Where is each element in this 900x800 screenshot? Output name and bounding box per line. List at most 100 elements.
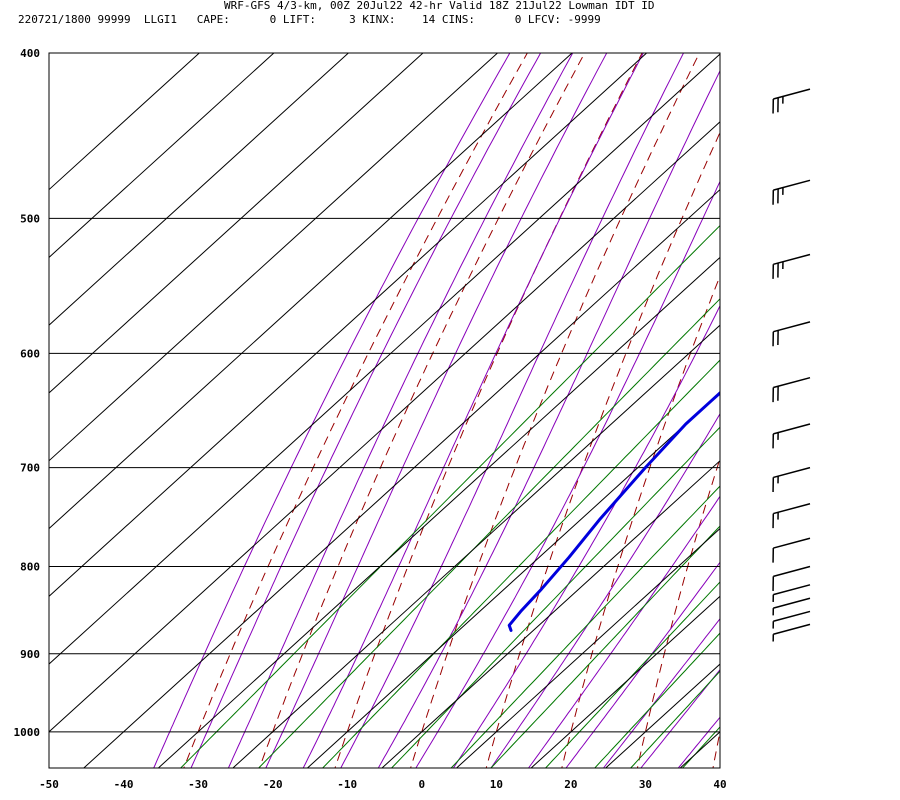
dry-adiabat — [636, 456, 720, 768]
wind-barbs — [772, 88, 811, 642]
moist-adiabat — [377, 69, 720, 768]
isotherm — [49, 53, 648, 597]
y-tick-label: 1000 — [14, 726, 41, 739]
moist-adiabat — [153, 53, 511, 768]
x-tick-label: 40 — [713, 778, 726, 791]
x-tick-label: -20 — [263, 778, 283, 791]
wind-barb — [772, 584, 811, 602]
wind-barb — [772, 376, 811, 403]
isotherm — [49, 53, 720, 665]
barb-staff — [773, 423, 811, 435]
isotherm — [530, 595, 720, 768]
plot-frame — [48, 52, 721, 769]
x-tick-label: 20 — [564, 778, 577, 791]
barb-staff — [773, 584, 811, 596]
isotherm — [49, 53, 573, 530]
wind-barb — [772, 503, 811, 529]
mixing-ratio-line — [681, 726, 720, 768]
y-tick-label: 800 — [20, 561, 40, 574]
moist-adiabat — [677, 716, 720, 768]
barb-staff — [773, 466, 811, 479]
barb-staff — [773, 321, 811, 333]
moist-adiabat — [490, 412, 720, 768]
moist-adiabat — [227, 53, 574, 768]
y-tick-label: 600 — [20, 347, 40, 360]
dry-adiabat — [863, 44, 900, 775]
mixing-ratio-line — [322, 359, 720, 768]
isotherm — [381, 460, 720, 768]
background-lines — [49, 44, 900, 775]
dry-adiabat — [410, 53, 701, 768]
mixing-ratio-line — [257, 298, 720, 768]
isotherm — [157, 256, 720, 768]
dry-adiabat — [561, 274, 720, 768]
wind-barb — [772, 537, 811, 563]
barb-staff — [773, 503, 811, 515]
moist-adiabat — [640, 668, 720, 768]
wind-barb — [772, 610, 811, 629]
x-tick-label: -30 — [188, 778, 208, 791]
isotherm — [49, 53, 275, 259]
wind-barb — [772, 565, 811, 591]
isotherm — [49, 53, 499, 462]
moist-adiabat — [602, 617, 720, 768]
barb-staff — [773, 376, 811, 389]
x-tick-label: 30 — [639, 778, 652, 791]
barb-staff — [773, 253, 811, 266]
x-tick-label: 0 — [418, 778, 425, 791]
dewpoint-profile — [507, 390, 720, 632]
moist-adiabat — [452, 304, 720, 768]
mixing-ratio-line — [179, 224, 720, 768]
x-tick-label: -40 — [114, 778, 134, 791]
barb-staff — [773, 565, 811, 578]
sounding-info: 220721/1800 99999 LLGI1 CAPE: 0 LIFT: 3 … — [18, 13, 601, 26]
wind-barb — [772, 423, 811, 449]
moist-adiabat — [527, 495, 720, 768]
barb-staff — [773, 179, 811, 191]
x-axis-ticks: -50 -40 -30 -20 -10 0 10 20 30 40 — [39, 778, 727, 791]
isotherm — [49, 121, 720, 733]
isotherm — [49, 53, 424, 394]
isotherm — [232, 324, 720, 768]
y-tick-label: 900 — [20, 648, 40, 661]
isotherm — [83, 188, 720, 768]
mixing-ratio-line — [544, 581, 720, 768]
x-tick-label: -10 — [337, 778, 357, 791]
barb-staff — [773, 537, 811, 549]
dry-adiabat — [712, 729, 720, 768]
barb-staff — [773, 610, 811, 623]
moist-adiabat — [190, 53, 542, 768]
mixing-ratio-line — [450, 485, 720, 768]
y-axis-ticks: 400 500 600 700 800 900 1000 — [14, 47, 41, 739]
wind-barb — [772, 466, 811, 493]
y-tick-label: 500 — [20, 212, 40, 225]
moist-adiabat — [340, 53, 685, 768]
isotherm — [455, 527, 720, 768]
data-lines — [507, 89, 900, 632]
barb-staff — [773, 88, 811, 100]
wind-barb — [772, 597, 811, 616]
moist-adiabat — [265, 53, 608, 768]
moist-adiabat — [415, 180, 720, 768]
isotherm — [49, 53, 350, 326]
mixing-ratio-line — [490, 525, 720, 768]
wind-barb — [772, 321, 811, 347]
wind-barb — [772, 253, 811, 279]
isotherm — [306, 392, 720, 768]
y-tick-label: 700 — [20, 462, 40, 475]
x-tick-label: -50 — [39, 778, 59, 791]
dry-adiabat — [183, 53, 528, 768]
moist-adiabat — [302, 53, 644, 768]
wind-barb — [772, 88, 811, 114]
isotherm — [49, 53, 201, 191]
wind-barb — [772, 179, 811, 205]
dry-adiabat — [258, 53, 586, 768]
chart-title: WRF-GFS 4/3-km, 00Z 20Jul22 42-hr Valid … — [224, 0, 655, 12]
temperature-profile — [763, 89, 900, 630]
y-tick-label: 400 — [20, 47, 40, 60]
barb-staff — [773, 623, 811, 635]
mixing-ratio-line — [594, 632, 720, 768]
dry-adiabat — [788, 44, 900, 775]
barb-staff — [773, 597, 811, 609]
